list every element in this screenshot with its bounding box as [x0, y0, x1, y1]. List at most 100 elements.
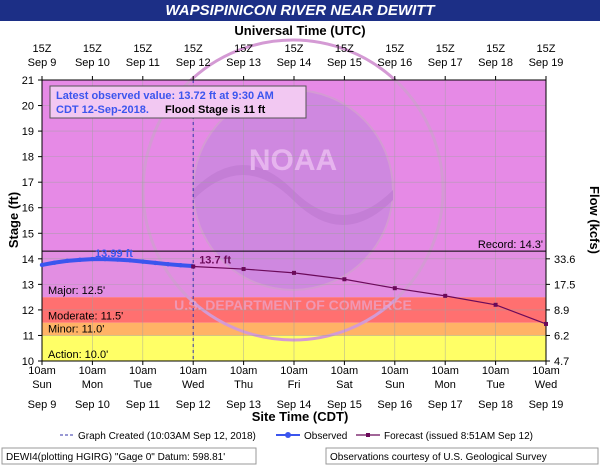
- bottom-tick-day: Fri: [288, 379, 301, 391]
- observed-point: [102, 256, 108, 262]
- top-tick-time: 15Z: [335, 43, 354, 55]
- top-tick-time: 15Z: [33, 43, 52, 55]
- bottom-tick-day: Sat: [336, 379, 353, 391]
- observed-point: [115, 257, 120, 262]
- bottom-tick-time: 10am: [280, 365, 308, 377]
- bottom-tick-time: 10am: [129, 365, 157, 377]
- bottom-tick-day: Sun: [385, 379, 405, 391]
- bottom-tick-day: Tue: [486, 379, 505, 391]
- top-tick-date: Sep 19: [529, 57, 564, 69]
- stage-level-label: Major: 12.5': [48, 285, 105, 297]
- top-tick-time: 15Z: [436, 43, 455, 55]
- stage-level-label: Action: 10.0': [48, 349, 108, 361]
- y-tick-label: 15: [22, 228, 34, 240]
- top-tick-time: 15Z: [537, 43, 556, 55]
- bottom-tick-date: Sep 18: [478, 399, 513, 411]
- bottom-tick-time: 10am: [532, 365, 560, 377]
- y-tick-label: 10: [22, 356, 34, 368]
- bottom-tick-time: 10am: [431, 365, 459, 377]
- top-tick-date: Sep 17: [428, 57, 463, 69]
- forecast-point: [493, 302, 498, 307]
- bottom-tick-day: Tue: [134, 379, 153, 391]
- top-tick-time: 15Z: [234, 43, 253, 55]
- latest-forecast-label: 13.7 ft: [199, 254, 231, 266]
- legend-observed-marker: [285, 432, 291, 438]
- info-line-2b: Flood Stage is 11 ft: [165, 104, 266, 116]
- top-tick-date: Sep 9: [28, 57, 57, 69]
- y-tick-label: 21: [22, 75, 34, 87]
- y2-axis-title: Flow (kcfs): [587, 186, 600, 254]
- observed-point: [77, 257, 83, 263]
- footer-right-box: [325, 447, 599, 465]
- observed-point: [52, 260, 57, 265]
- info-line-1: Latest observed value: 13.72 ft at 9:30 …: [56, 90, 274, 102]
- legend-observed: Observed: [304, 431, 347, 442]
- observed-point: [153, 260, 158, 266]
- bottom-tick-date: Sep 13: [226, 399, 261, 411]
- top-tick-date: Sep 14: [277, 57, 312, 69]
- top-tick-date: Sep 11: [126, 57, 160, 69]
- forecast-point: [443, 293, 448, 298]
- observed-point: [128, 258, 133, 263]
- y-tick-label: 16: [22, 203, 34, 215]
- forecast-point: [241, 267, 246, 272]
- legend-forecast: Forecast (issued 8:51AM Sep 12): [384, 431, 533, 442]
- top-tick-time: 15Z: [285, 43, 304, 55]
- flow-tick-label: 6.2: [554, 330, 569, 342]
- y-tick-label: 14: [22, 254, 34, 266]
- bottom-tick-time: 10am: [179, 365, 207, 377]
- stage-level-label: Minor: 11.0': [48, 323, 104, 335]
- bottom-tick-date: Sep 14: [277, 399, 312, 411]
- x-axis-title: Site Time (CDT): [252, 409, 349, 424]
- bottom-tick-date: Sep 16: [377, 399, 412, 411]
- bottom-tick-time: 10am: [482, 365, 510, 377]
- noaa-watermark-wave: [193, 165, 393, 225]
- top-tick-date: Sep 15: [327, 57, 362, 69]
- bottom-tick-day: Thu: [234, 379, 253, 391]
- bottom-tick-date: Sep 10: [75, 399, 110, 411]
- chart-title: WAPSIPINICON RIVER NEAR DEWITT: [165, 2, 435, 19]
- max-observed-label: 13.99 ft: [95, 248, 133, 260]
- forecast-point: [292, 270, 296, 275]
- record-label: Record: 14.3': [478, 239, 543, 251]
- bottom-tick-day: Sun: [32, 379, 52, 391]
- legend-forecast-marker: [366, 433, 370, 437]
- bottom-tick-time: 10am: [331, 365, 359, 377]
- footer-datum: DEWI4(plotting HGIRG) "Gage 0" Datum: 59…: [6, 452, 225, 463]
- top-tick-time: 15Z: [83, 43, 102, 55]
- y-tick-label: 20: [22, 101, 34, 113]
- title-bar: WAPSIPINICON RIVER NEAR DEWITT: [0, 0, 600, 21]
- observed-point: [178, 263, 183, 268]
- y-tick-label: 11: [23, 330, 34, 342]
- bottom-tick-date: Sep 17: [428, 399, 463, 411]
- top-axis-title: Universal Time (UTC): [234, 23, 365, 38]
- footer-left-box: [1, 447, 257, 465]
- forecast-point: [392, 286, 397, 291]
- bottom-tick-date: Sep 19: [529, 399, 564, 411]
- bottom-tick-date: Sep 11: [126, 399, 160, 411]
- y-tick-label: 13: [22, 279, 34, 291]
- bottom-tick-day: Wed: [182, 379, 204, 391]
- legend-graph-created: Graph Created (10:03AM Sep 12, 2018): [78, 431, 256, 442]
- observed-point: [90, 256, 95, 262]
- noaa-watermark-bottom-text: U.S. DEPARTMENT OF COMMERCE: [174, 297, 412, 313]
- top-tick-time: 15Z: [385, 43, 404, 55]
- top-tick-time: 15Z: [486, 43, 505, 55]
- y-tick-label: 18: [22, 152, 34, 164]
- top-tick-date: Sep 18: [478, 57, 513, 69]
- top-tick-date: Sep 10: [75, 57, 110, 69]
- stage-level-label: Moderate: 11.5': [48, 311, 123, 323]
- bottom-tick-time: 10am: [79, 365, 107, 377]
- bottom-tick-time: 10am: [28, 365, 56, 377]
- flow-tick-label: 33.6: [554, 254, 575, 266]
- y-tick-label: 19: [22, 126, 34, 138]
- forecast-point: [342, 277, 347, 282]
- observed-point: [165, 261, 171, 267]
- footer-observations-credit: Observations courtesy of U.S. Geological…: [330, 452, 547, 463]
- flow-tick-label: 8.9: [554, 305, 569, 317]
- forecast-line: [193, 265, 547, 325]
- observed-point: [140, 259, 145, 264]
- info-box: [49, 85, 307, 119]
- bottom-tick-date: Sep 12: [176, 399, 211, 411]
